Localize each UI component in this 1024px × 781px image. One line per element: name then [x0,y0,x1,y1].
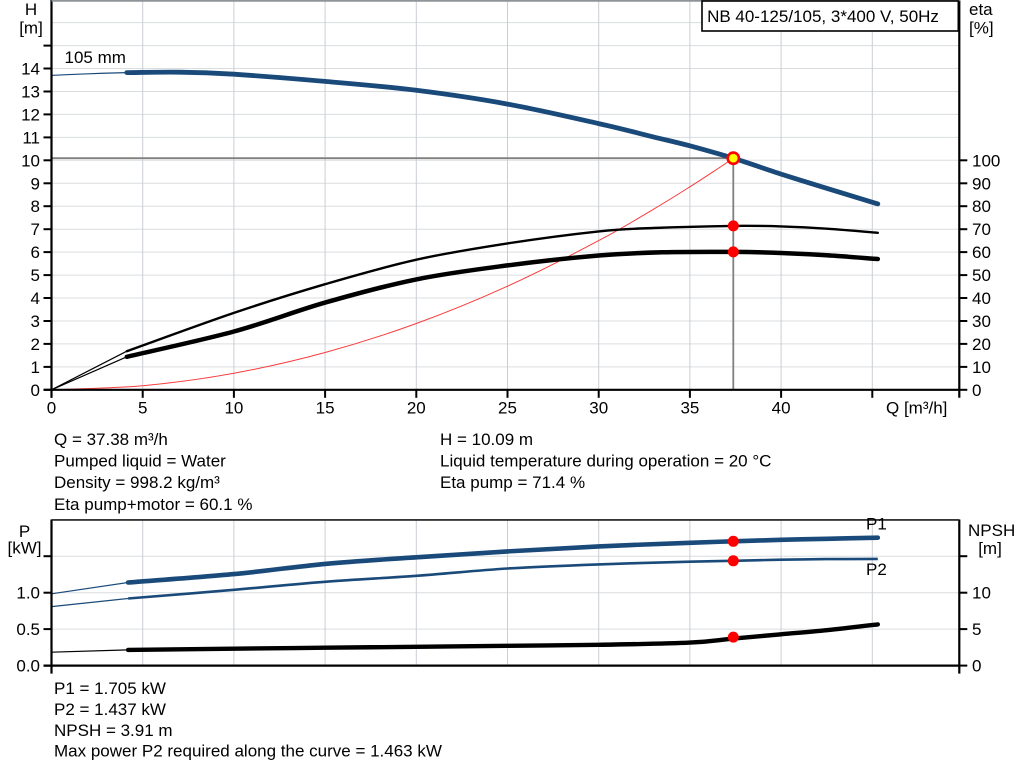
svg-text:5: 5 [31,266,40,285]
svg-text:NPSH: NPSH [968,521,1015,540]
svg-text:P: P [19,522,30,541]
svg-text:[m]: [m] [19,19,43,38]
svg-text:80: 80 [972,197,991,216]
svg-text:0: 0 [31,381,40,400]
svg-text:5: 5 [138,399,147,418]
svg-text:60: 60 [972,243,991,262]
svg-text:0: 0 [972,381,981,400]
svg-text:[%]: [%] [969,19,994,38]
svg-text:20: 20 [407,399,426,418]
svg-text:eta: eta [969,0,993,19]
svg-text:1: 1 [31,358,40,377]
svg-text:9: 9 [31,174,40,193]
svg-text:2: 2 [31,335,40,354]
svg-text:40: 40 [772,399,791,418]
svg-text:P2: P2 [866,560,887,579]
svg-text:105 mm: 105 mm [65,48,126,67]
svg-text:[m]: [m] [978,539,1002,558]
svg-text:NB 40-125/105, 3*400 V, 50Hz: NB 40-125/105, 3*400 V, 50Hz [707,7,939,26]
svg-text:25: 25 [498,399,517,418]
svg-text:20: 20 [972,335,991,354]
svg-text:13: 13 [21,83,40,102]
svg-text:[kW]: [kW] [8,539,42,558]
svg-text:90: 90 [972,174,991,193]
svg-text:8: 8 [31,197,40,216]
svg-text:0: 0 [47,399,56,418]
svg-text:H = 10.09 m: H = 10.09 m [440,430,533,449]
svg-text:0: 0 [972,657,981,676]
svg-text:H: H [25,0,37,19]
svg-text:4: 4 [31,289,40,308]
svg-text:12: 12 [21,105,40,124]
svg-text:3: 3 [31,312,40,331]
svg-text:35: 35 [680,399,699,418]
svg-text:P1: P1 [866,515,887,534]
svg-text:6: 6 [31,243,40,262]
svg-text:100: 100 [972,151,1000,170]
svg-text:P2 = 1.437 kW: P2 = 1.437 kW [54,700,166,719]
svg-text:Pumped liquid = Water: Pumped liquid = Water [54,452,226,471]
svg-text:0.5: 0.5 [16,620,40,639]
svg-text:NPSH = 3.91 m: NPSH = 3.91 m [54,721,173,740]
svg-text:Q = 37.38 m³/h: Q = 37.38 m³/h [54,430,168,449]
svg-text:Eta pump+motor = 60.1 %: Eta pump+motor = 60.1 % [54,495,252,514]
svg-text:11: 11 [22,128,40,147]
svg-text:0.0: 0.0 [16,657,40,676]
svg-text:14: 14 [21,60,40,79]
svg-text:30: 30 [589,399,608,418]
svg-text:Eta pump = 71.4 %: Eta pump = 71.4 % [440,473,585,492]
svg-text:Max power P2 required along th: Max power P2 required along the curve = … [54,742,442,761]
svg-text:40: 40 [972,289,991,308]
svg-text:7: 7 [31,220,40,239]
svg-text:70: 70 [972,220,991,239]
svg-text:10: 10 [224,399,243,418]
svg-text:P1 = 1.705 kW: P1 = 1.705 kW [54,679,166,698]
svg-text:5: 5 [972,620,981,639]
svg-text:10: 10 [972,584,991,603]
svg-text:30: 30 [972,312,991,331]
svg-text:10: 10 [21,151,40,170]
svg-text:10: 10 [972,358,991,377]
svg-text:50: 50 [972,266,991,285]
svg-text:15: 15 [316,399,335,418]
svg-text:Liquid temperature during oper: Liquid temperature during operation = 20… [440,452,771,471]
svg-text:1.0: 1.0 [16,584,40,603]
svg-text:Q [m³/h]: Q [m³/h] [886,399,947,418]
svg-text:Density = 998.2 kg/m³: Density = 998.2 kg/m³ [54,473,220,492]
